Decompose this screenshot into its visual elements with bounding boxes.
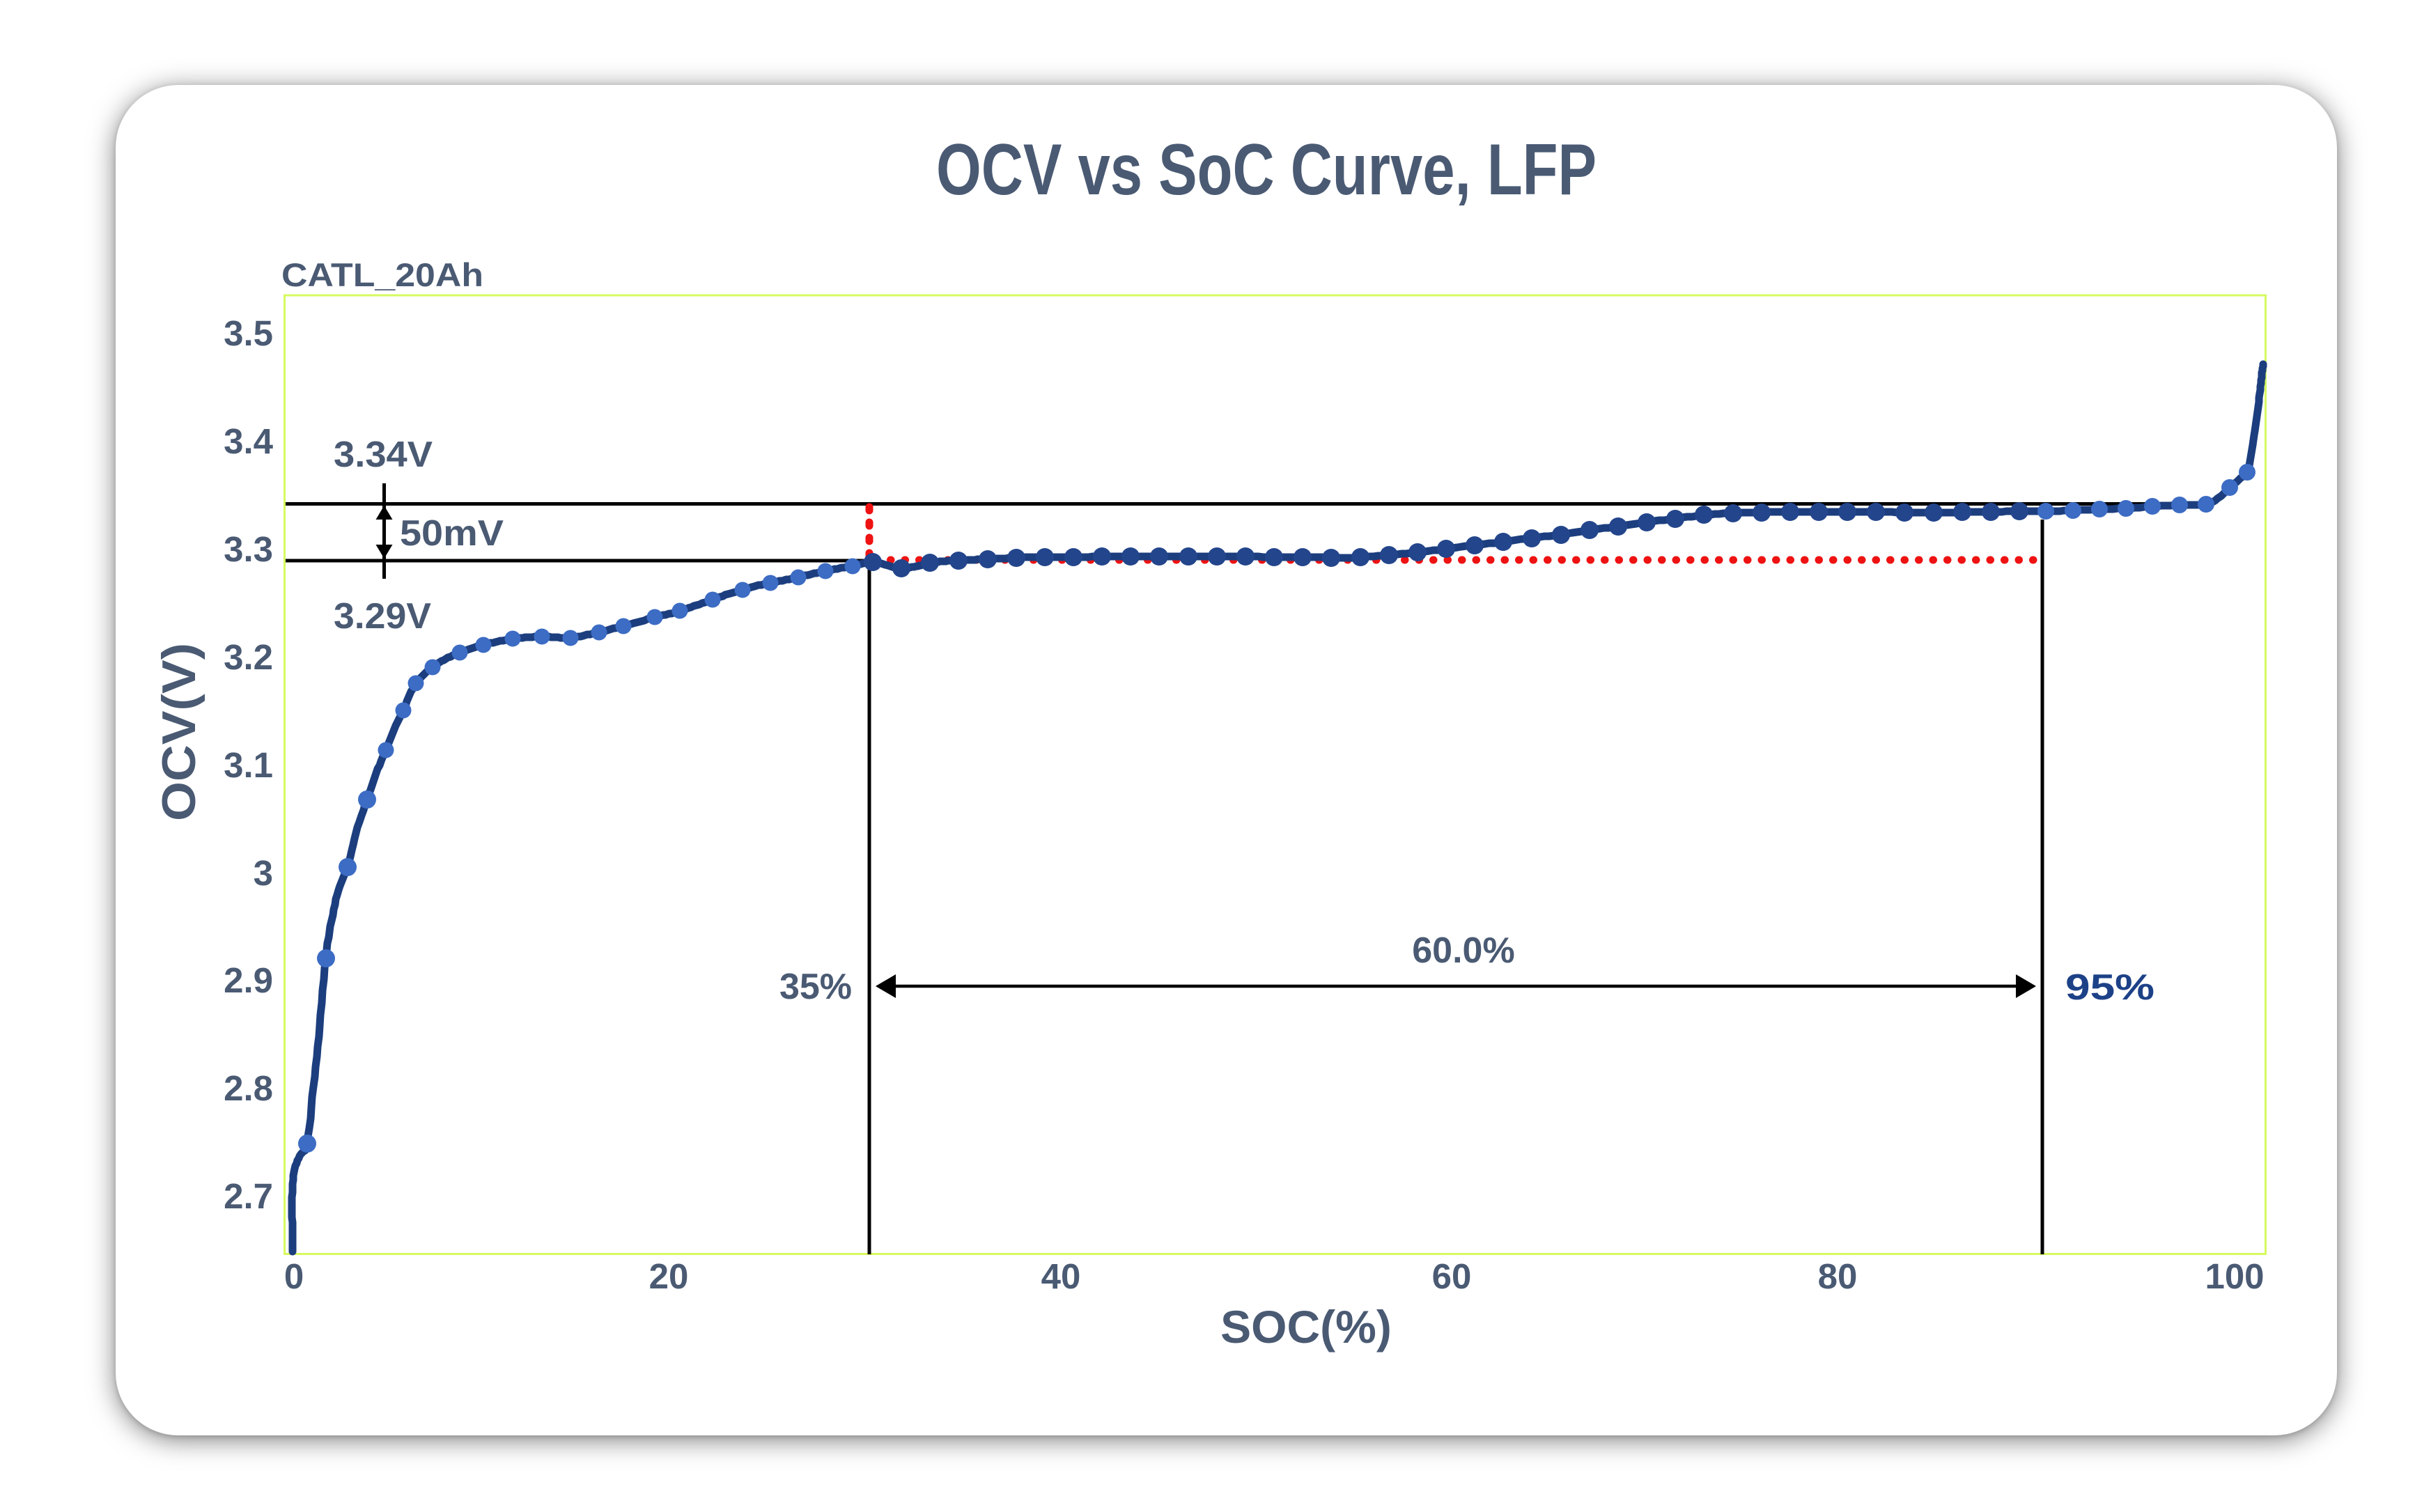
svg-text:60.0%: 60.0%	[1412, 930, 1514, 971]
svg-text:2.9: 2.9	[224, 960, 273, 1000]
svg-text:20: 20	[649, 1256, 689, 1296]
svg-text:3.34V: 3.34V	[334, 435, 433, 475]
svg-text:OCV(V): OCV(V)	[153, 643, 205, 821]
svg-text:3.1: 3.1	[224, 745, 273, 785]
svg-text:40: 40	[1041, 1256, 1081, 1296]
svg-text:3.2: 3.2	[224, 637, 273, 677]
svg-text:95%: 95%	[2065, 967, 2154, 1008]
svg-text:35%: 35%	[779, 967, 852, 1007]
svg-text:80: 80	[1818, 1256, 1858, 1296]
svg-text:60: 60	[1432, 1256, 1472, 1296]
svg-text:OCV vs SoC Curve, LFP: OCV vs SoC Curve, LFP	[936, 130, 1597, 210]
svg-text:50mV: 50mV	[400, 513, 504, 554]
svg-text:3: 3	[254, 853, 273, 893]
svg-text:3.29V: 3.29V	[334, 596, 431, 637]
svg-text:2.8: 2.8	[224, 1068, 273, 1108]
svg-text:SOC(%): SOC(%)	[1220, 1301, 1392, 1353]
svg-text:3.3: 3.3	[224, 529, 273, 569]
svg-text:CATL_20Ah: CATL_20Ah	[281, 256, 483, 293]
svg-text:2.7: 2.7	[224, 1176, 273, 1216]
svg-text:3.4: 3.4	[224, 421, 274, 461]
svg-text:0: 0	[284, 1256, 304, 1296]
svg-text:100: 100	[2205, 1256, 2264, 1296]
svg-text:3.5: 3.5	[224, 313, 273, 353]
